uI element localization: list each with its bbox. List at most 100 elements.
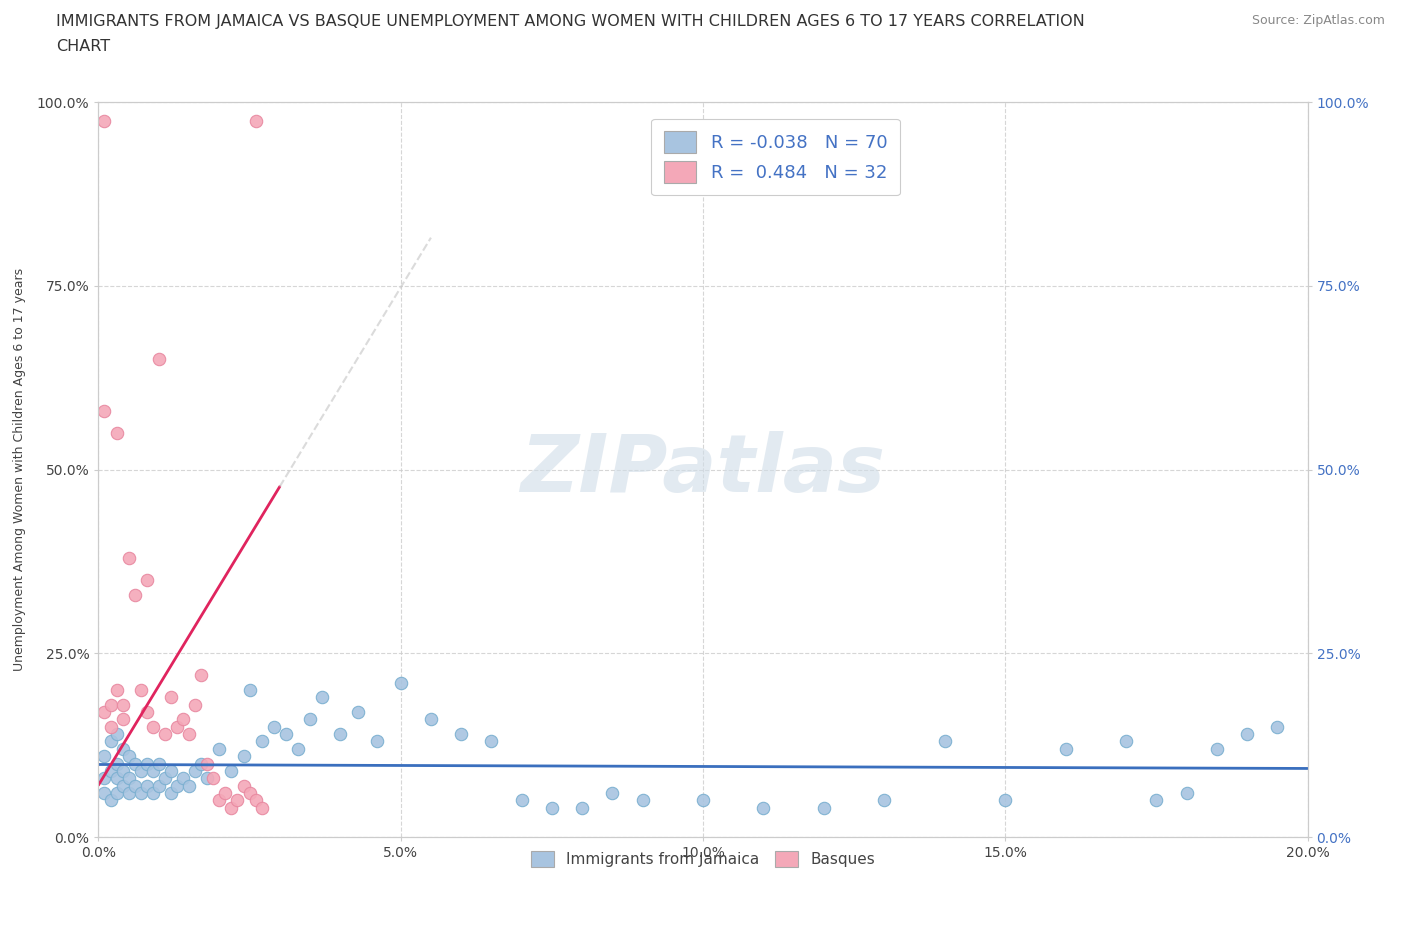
Point <box>172 712 194 727</box>
Point <box>142 786 165 801</box>
Point <box>142 764 165 778</box>
Point <box>1236 726 1258 741</box>
Point <box>1144 792 1167 807</box>
Point <box>111 741 134 756</box>
Point <box>118 749 141 764</box>
Point <box>118 551 141 565</box>
Point <box>142 720 165 735</box>
Point <box>124 778 146 793</box>
Point <box>366 734 388 749</box>
Point <box>239 786 262 801</box>
Point <box>214 786 236 801</box>
Point <box>245 113 267 128</box>
Point <box>129 764 152 778</box>
Point <box>160 764 183 778</box>
Point <box>1175 786 1198 801</box>
Point <box>250 800 273 815</box>
Point <box>135 705 157 720</box>
Point <box>160 690 183 705</box>
Point <box>160 786 183 801</box>
Point <box>813 800 835 815</box>
Point <box>540 800 562 815</box>
Point <box>129 683 152 698</box>
Point <box>179 778 201 793</box>
Point <box>1054 741 1077 756</box>
Point <box>179 726 201 741</box>
Point <box>250 734 273 749</box>
Point <box>239 683 262 698</box>
Text: CHART: CHART <box>56 39 110 54</box>
Point <box>111 712 134 727</box>
Point <box>232 749 254 764</box>
Point <box>129 786 152 801</box>
Point <box>124 587 146 602</box>
Point <box>347 705 370 720</box>
Point <box>450 726 472 741</box>
Point <box>208 741 231 756</box>
Point <box>105 756 128 771</box>
Point <box>93 404 115 418</box>
Point <box>190 756 212 771</box>
Point <box>93 771 115 786</box>
Text: ZIPatlas: ZIPatlas <box>520 431 886 509</box>
Point <box>195 771 218 786</box>
Point <box>602 786 624 801</box>
Point <box>100 734 122 749</box>
Point <box>873 792 896 807</box>
Point <box>166 778 188 793</box>
Point <box>111 778 134 793</box>
Point <box>263 720 285 735</box>
Point <box>202 771 225 786</box>
Point <box>135 573 157 588</box>
Point <box>105 683 128 698</box>
Point <box>631 792 654 807</box>
Point <box>208 792 231 807</box>
Point <box>105 771 128 786</box>
Point <box>100 698 122 712</box>
Point <box>389 675 412 690</box>
Point <box>100 720 122 735</box>
Point <box>571 800 593 815</box>
Point <box>195 756 218 771</box>
Point <box>118 786 141 801</box>
Point <box>124 756 146 771</box>
Point <box>287 741 309 756</box>
Point <box>692 792 714 807</box>
Point <box>1115 734 1137 749</box>
Text: Source: ZipAtlas.com: Source: ZipAtlas.com <box>1251 14 1385 27</box>
Point <box>100 764 122 778</box>
Point <box>111 764 134 778</box>
Point <box>153 771 176 786</box>
Point <box>510 792 533 807</box>
Point <box>994 792 1017 807</box>
Point <box>105 786 128 801</box>
Point <box>148 352 170 367</box>
Point <box>93 749 115 764</box>
Point <box>221 800 243 815</box>
Point <box>184 698 207 712</box>
Point <box>172 771 194 786</box>
Point <box>481 734 503 749</box>
Point <box>105 426 128 441</box>
Point <box>184 764 207 778</box>
Text: IMMIGRANTS FROM JAMAICA VS BASQUE UNEMPLOYMENT AMONG WOMEN WITH CHILDREN AGES 6 : IMMIGRANTS FROM JAMAICA VS BASQUE UNEMPL… <box>56 14 1085 29</box>
Point <box>934 734 956 749</box>
Point <box>1206 741 1229 756</box>
Point <box>93 113 115 128</box>
Point <box>111 698 134 712</box>
Point <box>135 778 157 793</box>
Point <box>221 764 243 778</box>
Point <box>190 668 212 683</box>
Point <box>752 800 775 815</box>
Point <box>118 771 141 786</box>
Point <box>135 756 157 771</box>
Point <box>148 778 170 793</box>
Point <box>153 726 176 741</box>
Point <box>105 726 128 741</box>
Point <box>93 786 115 801</box>
Point <box>166 720 188 735</box>
Point <box>226 792 249 807</box>
Point <box>148 756 170 771</box>
Y-axis label: Unemployment Among Women with Children Ages 6 to 17 years: Unemployment Among Women with Children A… <box>13 268 25 671</box>
Point <box>232 778 254 793</box>
